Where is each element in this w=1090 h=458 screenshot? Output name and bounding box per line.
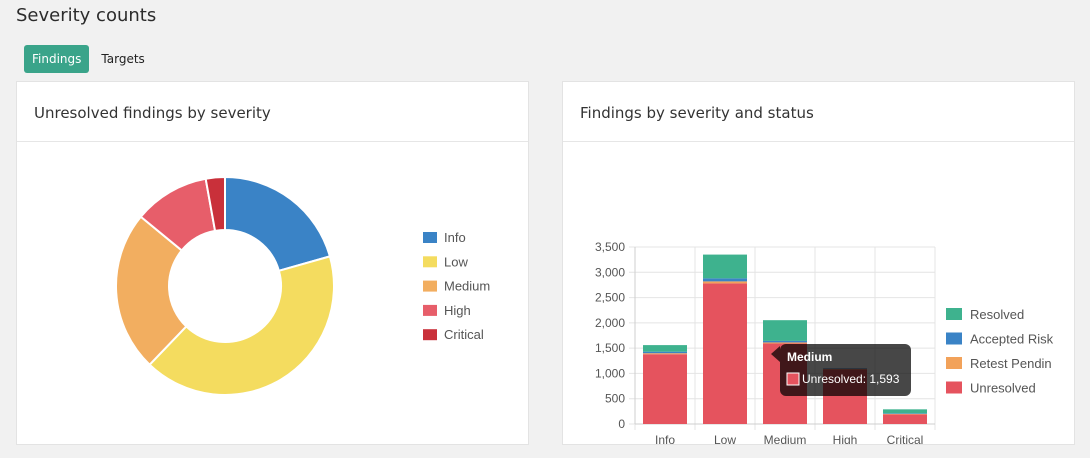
bar-critical-unresolved (883, 414, 927, 424)
y-tick-label: 500 (605, 392, 625, 406)
donut-slice-info (224, 175, 332, 273)
legend-swatch-accepted-risk (946, 332, 962, 345)
bar-critical-resolved (883, 409, 927, 414)
stacked-bar-chart: 0 500 1,000 1,500 2,000 2,500 3,000 3,500 Info Lo… (595, 240, 1054, 447)
x-tick-label-medium: Medium (764, 433, 807, 444)
donut-chart: Info Low Medium High Critical (115, 175, 490, 396)
tab-targets[interactable]: Targets (101, 52, 145, 66)
bar-low-accepted-risk (703, 278, 747, 282)
bar-info-unresolved (643, 354, 687, 424)
unresolved-by-severity-panel: Unresolved findings by severity Info Low M… (16, 81, 529, 445)
x-tick-label-info: Info (655, 433, 675, 444)
bar-low-resolved (703, 254, 747, 279)
y-tick-label: 0 (618, 417, 625, 431)
tab-bar: Findings Targets (24, 45, 153, 73)
bar-info-accepted-risk (643, 351, 687, 354)
y-tick-label: 1,500 (595, 341, 625, 355)
bar-critical-accepted-risk (883, 413, 927, 414)
x-tick-label-low: Low (714, 433, 736, 444)
legend-swatch-low (423, 256, 437, 268)
x-tick-label-critical: Critical (887, 433, 924, 444)
legend-label-critical: Critical (444, 327, 484, 342)
legend-swatch-resolved (946, 308, 962, 320)
page-title: Severity counts (16, 5, 157, 26)
bar-low-unresolved (703, 283, 747, 424)
legend-swatch-retest-pendin (946, 357, 962, 369)
legend-label-retest-pendin: Retest Pendin (970, 356, 1052, 371)
bar-info-resolved (643, 345, 687, 352)
legend-swatch-info (423, 232, 437, 243)
legend-label-low: Low (444, 254, 468, 269)
tab-findings[interactable]: Findings (24, 45, 90, 73)
tooltip-box (780, 344, 911, 396)
panel-title: Findings by severity and status (563, 82, 1074, 142)
tooltip-label: Unresolved: 1,593 (802, 372, 900, 386)
y-tick-label: 1,000 (595, 366, 625, 380)
legend-label-unresolved: Unresolved (970, 381, 1036, 396)
legend-label-info: Info (444, 230, 466, 245)
y-tick-label: 3,000 (595, 265, 625, 279)
tooltip-title: Medium (787, 350, 832, 364)
donut-slice-medium (115, 215, 188, 367)
tooltip-caret (771, 346, 780, 362)
bar-info-retest-pendin (643, 353, 687, 355)
tooltip-swatch (786, 372, 800, 386)
legend-swatch-medium (423, 280, 437, 292)
donut-slice-low (148, 255, 335, 396)
legend-swatch-critical (423, 329, 437, 341)
bar-medium-accepted-risk (763, 340, 807, 343)
chart-tooltip: Medium Unresolved: 1,593 (771, 344, 911, 396)
y-tick-label: 2,000 (595, 316, 625, 330)
x-tick-label-high: High (833, 433, 858, 444)
legend-swatch-high (423, 304, 437, 316)
legend-swatch-unresolved (946, 381, 962, 394)
legend-label-medium: Medium (444, 279, 490, 294)
legend-label-accepted-risk: Accepted Risk (970, 332, 1054, 347)
bar-medium-resolved (763, 320, 807, 341)
bar-low-retest-pendin (703, 281, 747, 284)
bar-medium-retest-pendin (763, 342, 807, 344)
bar-critical-retest-pendin (883, 413, 927, 415)
severity-status-panel: Findings by severity and status 0 500 1,00… (562, 81, 1075, 447)
y-tick-label: 2,500 (595, 291, 625, 305)
y-tick-label: 3,500 (595, 240, 625, 254)
panel-title: Unresolved findings by severity (17, 82, 528, 142)
legend-label-resolved: Resolved (970, 307, 1024, 322)
donut-slice-critical (204, 175, 226, 233)
legend-label-high: High (444, 303, 471, 318)
